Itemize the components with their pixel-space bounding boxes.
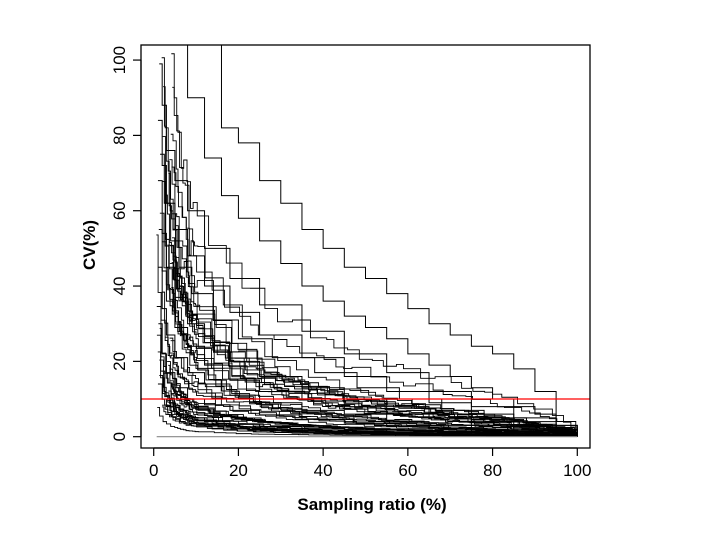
- cv-curve-line: [172, 86, 578, 437]
- y-tick-label: 0: [110, 432, 129, 441]
- x-tick-label: 40: [314, 461, 333, 480]
- y-tick-label: 80: [110, 126, 129, 145]
- cv-curve-line: [168, 173, 578, 437]
- cv-curve-line: [157, 406, 578, 438]
- cv-curve-line: [170, 45, 578, 437]
- x-tick-label: 60: [398, 461, 417, 480]
- y-axis-title: CV(%): [80, 220, 99, 270]
- cv-curve-line: [162, 241, 578, 437]
- y-tick-label: 100: [110, 46, 129, 74]
- x-axis-title: Sampling ratio (%): [297, 495, 446, 514]
- cv-curve-line: [156, 334, 578, 437]
- x-tick-label: 20: [229, 461, 248, 480]
- x-tick-label: 80: [483, 461, 502, 480]
- y-tick-label: 40: [110, 277, 129, 296]
- cv-curve-line: [170, 340, 578, 437]
- cv-curve-line: [208, 45, 578, 437]
- cv-curve-line: [170, 380, 578, 437]
- cv-curve-line: [161, 291, 578, 437]
- cv-curve-line: [159, 212, 578, 437]
- cv-curve-line: [163, 86, 578, 437]
- y-tick-label: 20: [110, 352, 129, 371]
- cv-curve-line: [171, 166, 578, 437]
- cv-curve-line: [169, 159, 578, 437]
- cv-curve-line: [159, 359, 578, 437]
- cv-curve-line: [159, 63, 578, 437]
- x-axis: 0 20 40 60 80 100: [149, 447, 591, 480]
- y-tick-label: 60: [110, 201, 129, 220]
- x-tick-label: 100: [563, 461, 591, 480]
- y-axis: 0 20 40 60 80 100: [110, 46, 142, 441]
- cv-curve-line: [162, 136, 578, 437]
- x-tick-label: 0: [149, 461, 158, 480]
- cv-curve-line: [171, 287, 578, 437]
- cv-curve-line: [156, 234, 578, 437]
- cv-curves: [156, 45, 578, 438]
- cv-curve-line: [170, 133, 578, 437]
